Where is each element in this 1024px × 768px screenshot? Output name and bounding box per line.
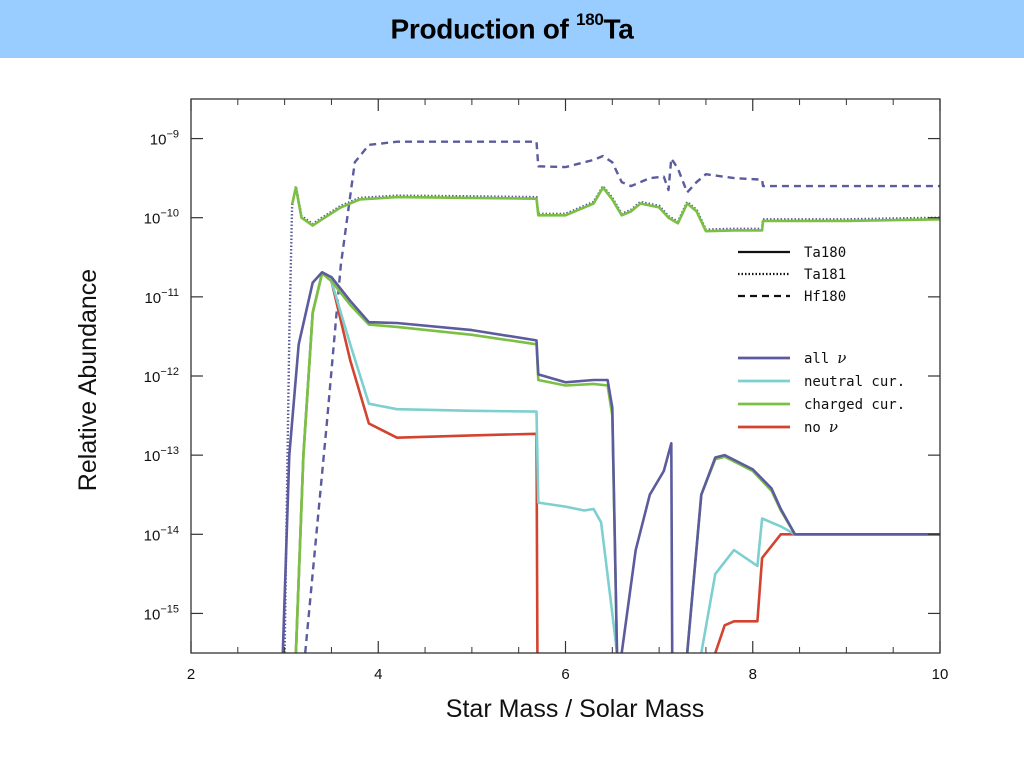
- legend-label-ta181: Ta181: [804, 267, 846, 283]
- y-tick-label: 10−14: [144, 524, 179, 544]
- legend-label-model: no ν: [804, 418, 838, 436]
- legend-label-model: all ν: [804, 349, 846, 367]
- y-tick-label: 10−12: [144, 366, 179, 386]
- x-tick-label: 10: [932, 666, 949, 683]
- y-axis-title: Relative Abundance: [74, 269, 102, 491]
- x-tick-label: 2: [187, 666, 195, 683]
- x-tick-label: 6: [561, 666, 569, 683]
- page-title: Production of 180Ta: [390, 9, 634, 45]
- title-bar: Production of 180Ta: [0, 0, 1024, 58]
- legend-label-model: charged cur.: [804, 397, 905, 413]
- legend-label-model: neutral cur.: [804, 374, 905, 390]
- series-line-ta180-9: [281, 271, 619, 653]
- series-line-ta180-4: [714, 533, 940, 653]
- series-layer: [281, 140, 940, 653]
- ticks-layer: 2 4 6 8 10 10−9 10−10 10−11 10−12 10−13 10−14 10−15: [144, 99, 949, 683]
- y-tick-label: 10−13: [144, 445, 179, 465]
- series-line-ta180-11: [685, 453, 940, 653]
- series-line-hf180-0: [304, 140, 940, 653]
- y-tick-label: 10−9: [150, 129, 179, 149]
- series-line-ta180-7: [294, 271, 619, 653]
- x-axis-title: Star Mass / Solar Mass: [446, 695, 704, 723]
- series-line-ta181-2: [290, 186, 940, 233]
- x-tick-label: 4: [374, 666, 382, 683]
- legend-label-ta180: Ta180: [804, 245, 846, 261]
- y-tick-label: 10−10: [144, 208, 179, 228]
- x-tick-label: 8: [749, 666, 757, 683]
- series-line-ta180-8: [685, 455, 940, 653]
- legend-label-hf180: Hf180: [804, 289, 846, 305]
- y-tick-label: 10−11: [144, 287, 179, 307]
- series-line-ta180-10: [620, 442, 674, 653]
- series-line-ta180-6: [700, 517, 940, 653]
- legend: Ta180 Ta181 Hf180 all ν neutral cur. charged c…: [738, 245, 905, 436]
- y-tick-label: 10−15: [144, 603, 179, 623]
